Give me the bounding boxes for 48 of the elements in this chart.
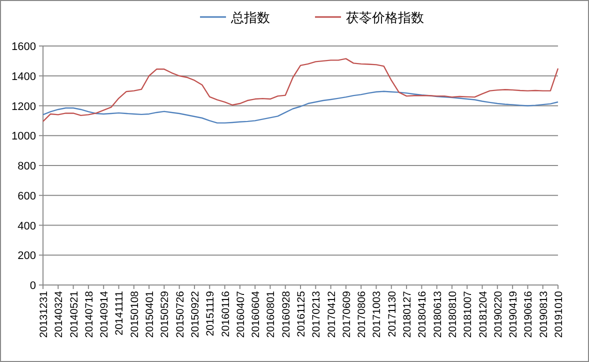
y-tick-label: 1400: [12, 70, 36, 83]
y-tick-label: 800: [18, 160, 36, 172]
x-tick-label: 20190220: [492, 290, 504, 338]
x-tick-label: 20180613: [432, 290, 444, 338]
x-tick-label: 20161125: [296, 290, 308, 337]
x-tick-label: 20150108: [128, 290, 141, 338]
y-tick-label: 200: [18, 250, 36, 262]
x-tick-label: 20150529: [159, 290, 172, 338]
x-tick-label: 20131231: [38, 290, 50, 338]
x-tick-label: 20151119: [204, 290, 217, 336]
y-tick-label: 1600: [12, 41, 36, 53]
x-tick-label: 20191010: [553, 290, 565, 338]
x-tick-label: 20170806: [356, 290, 368, 338]
x-tick-label: 20190419: [508, 290, 520, 338]
x-tick-label: 20181007: [462, 290, 474, 338]
x-tick-label: 20170412: [326, 290, 338, 338]
x-tick-label: 20160801: [265, 290, 278, 338]
x-tick-label: 20160407: [234, 290, 247, 338]
x-tick-label: 20160928: [280, 290, 292, 338]
x-tick-label: 20140521: [68, 290, 80, 338]
x-tick-label: 20171130: [386, 290, 398, 337]
x-tick-label: 20180416: [416, 290, 429, 338]
x-tick-label: 20160116: [220, 290, 232, 337]
x-tick-label: 20160604: [250, 290, 262, 338]
x-tick-label: 20150726: [174, 290, 186, 338]
x-tick-label: 20171003: [371, 290, 384, 338]
x-tick-label: 20140914: [98, 290, 111, 338]
x-tick-label: 20140718: [83, 290, 96, 338]
x-tick-label: 20141111: [114, 290, 126, 336]
x-tick-label: 20170213: [310, 290, 323, 338]
line-series: [42, 58, 559, 122]
y-tick-label: 0: [30, 280, 36, 292]
y-tick-label: 1000: [12, 130, 36, 143]
y-tick-label: 400: [18, 220, 36, 232]
x-tick-label: 20180127: [402, 290, 414, 338]
x-tick-label: 20150922: [189, 290, 202, 338]
x-tick-label: 20170609: [340, 290, 353, 338]
y-tick-label: 1200: [12, 100, 36, 113]
x-tick-label: 20190616: [522, 290, 535, 338]
x-tick-label: 20180810: [446, 290, 459, 338]
x-tick-label: 20181204: [477, 290, 490, 338]
y-tick-label: 600: [18, 190, 36, 202]
x-tick-label: 20140324: [53, 290, 66, 338]
x-tick-label: 20150401: [144, 290, 156, 338]
legend-label: 茯苓价格指数: [346, 10, 424, 25]
legend-label: 总指数: [230, 10, 270, 25]
x-tick-label: 20190813: [538, 290, 550, 338]
line-series: [42, 90, 559, 124]
